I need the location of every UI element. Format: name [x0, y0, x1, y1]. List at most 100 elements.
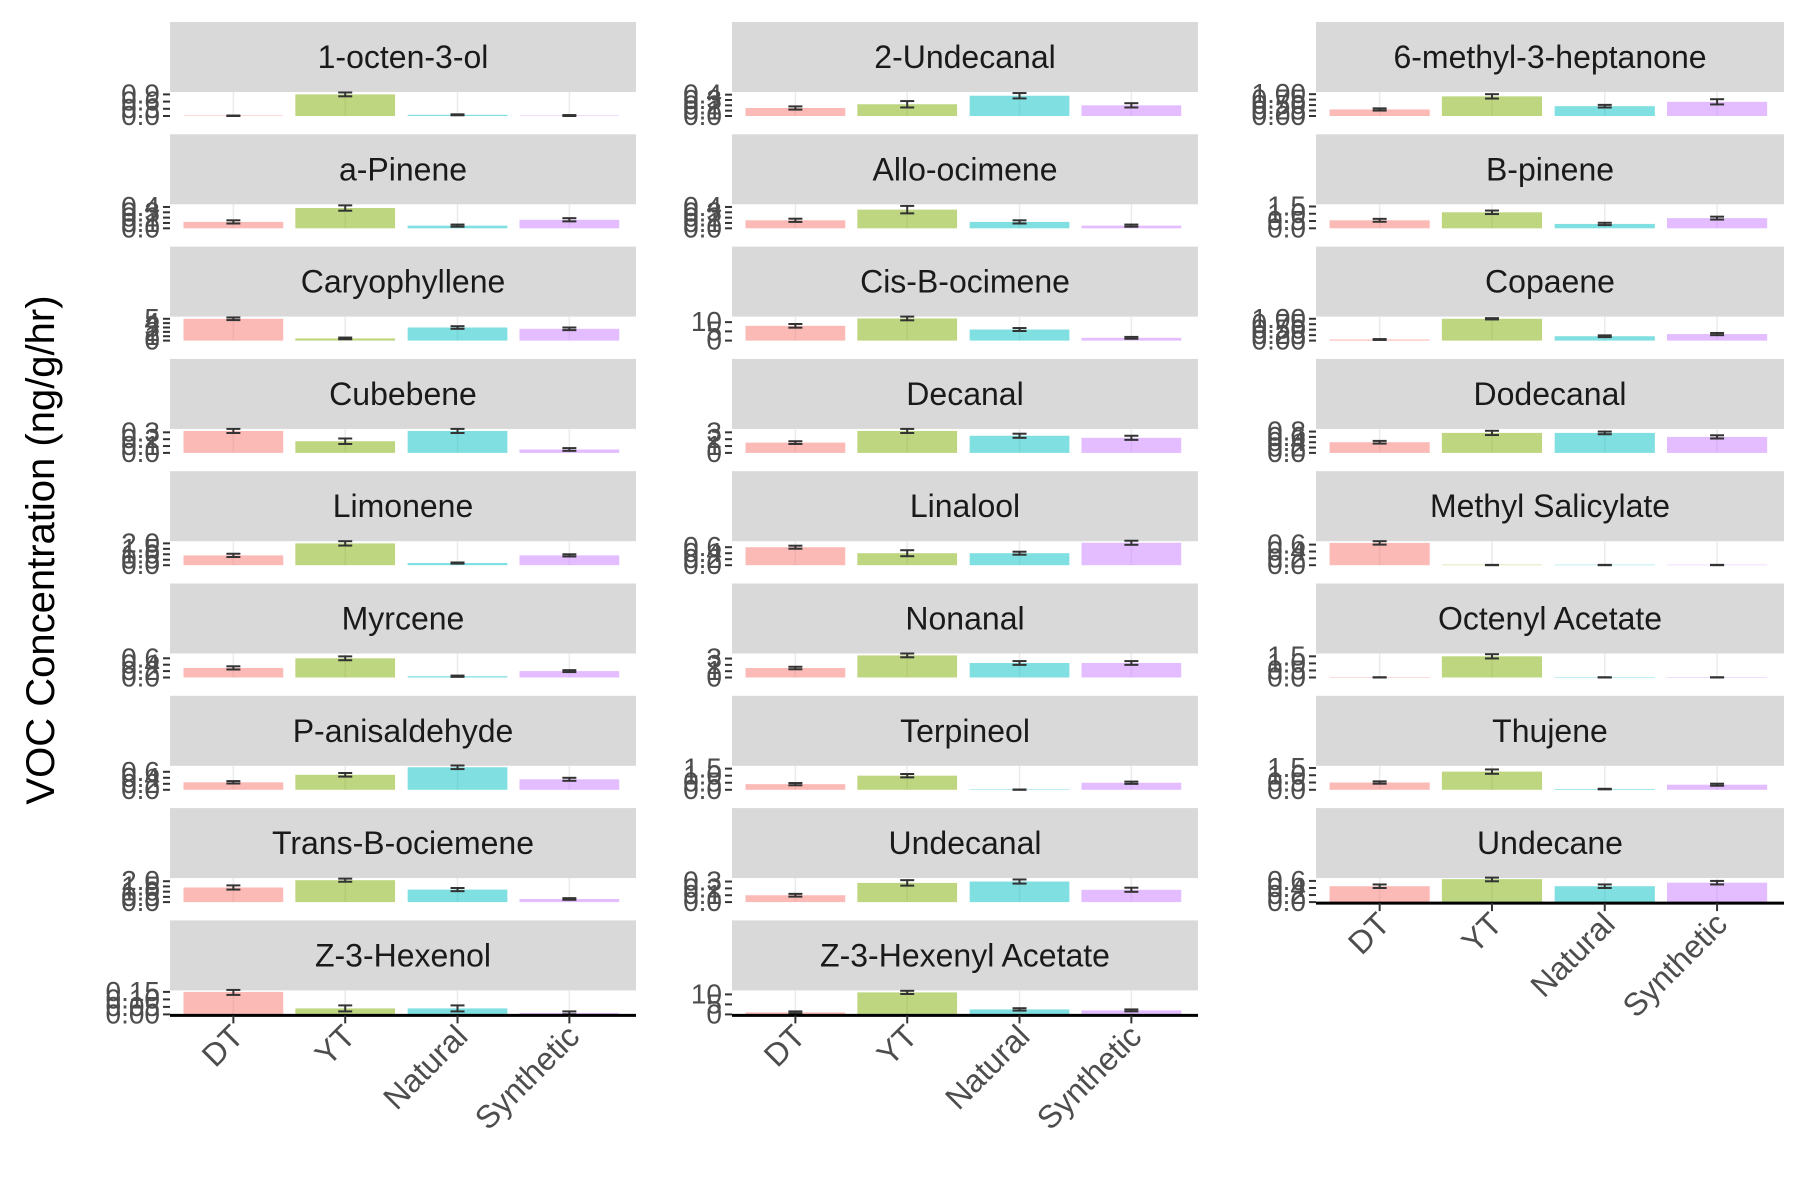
bar-dt [183, 991, 284, 1015]
y-tick-label: 0.3 [683, 196, 722, 227]
bar-dt [745, 108, 846, 116]
y-tick-label: 1.5 [1267, 640, 1306, 671]
bar-natural [1554, 886, 1655, 903]
y-tick-label: 0.4 [121, 191, 160, 222]
bar-dt [183, 887, 284, 903]
facet-title: Dodecanal [1474, 376, 1627, 412]
bar-yt [857, 882, 958, 903]
bar-natural [407, 767, 508, 790]
facet-strip [732, 22, 1198, 92]
facet-panel: 1-octen-3-ol 0.00.30.60.9 [121, 22, 636, 131]
y-tick-label: 1.0 [1267, 198, 1306, 229]
y-tick-label: 1 [706, 655, 722, 686]
y-tick-label: 0.25 [1252, 95, 1307, 126]
facet-strip [170, 134, 636, 205]
y-tick-label: 0.6 [683, 531, 722, 562]
bar-dt [183, 667, 284, 678]
facet-title: Undecane [1477, 825, 1623, 861]
facet-title: a-Pinene [339, 151, 467, 187]
bar-dt [745, 442, 846, 453]
facet-title: B-pinene [1486, 151, 1614, 187]
y-tick-label: 10 [691, 306, 722, 337]
y-tick-label: 0.0 [683, 774, 722, 805]
y-tick-label: 0.6 [121, 642, 160, 673]
bar-yt [1441, 318, 1543, 341]
y-tick-label: 0.4 [683, 191, 722, 222]
bar-yt [1441, 879, 1543, 903]
y-tick-label: 0.3 [121, 93, 160, 124]
bar-yt [857, 992, 958, 1015]
y-tick-label: 0.0 [1267, 549, 1306, 580]
facet-title: Z-3-Hexenol [315, 937, 491, 973]
facet-title: 6-methyl-3-heptanone [1393, 39, 1706, 75]
facet-strip [1316, 583, 1784, 654]
y-tick-label: 0.1 [683, 95, 722, 126]
facet-panel: Undecanal 0.00.10.20.3 [683, 808, 1198, 917]
facet-strip [732, 808, 1198, 879]
facet-strip [1316, 134, 1784, 205]
facet-strip [1316, 471, 1784, 542]
bar-yt [1441, 771, 1543, 790]
bar-natural [407, 430, 508, 453]
bar-natural [1554, 432, 1655, 453]
bar-dt [1329, 220, 1430, 229]
bar-natural [407, 327, 508, 341]
y-tick-label: 0.3 [683, 84, 722, 115]
facet-panel: Linalool 0.00.20.40.6 [683, 471, 1198, 580]
bar-synthetic [1667, 784, 1768, 790]
facet-title: Octenyl Acetate [1438, 601, 1662, 637]
bar-natural [969, 881, 1070, 903]
y-tick-label: 0.2 [121, 655, 160, 686]
y-tick-label: 0.0 [1267, 774, 1306, 805]
y-tick-label: 0.0 [121, 886, 160, 917]
facet-title: Z-3-Hexenyl Acetate [820, 937, 1110, 973]
x-tick-label: YT [1455, 906, 1509, 960]
facet-strip [170, 808, 636, 879]
y-tick-label: 0.25 [1252, 319, 1307, 350]
facet-panel: Allo-ocimene 0.00.10.20.30.4 [683, 134, 1198, 243]
y-tick-label: 0.0 [1267, 437, 1306, 468]
y-tick-label: 0 [706, 325, 722, 356]
y-tick-label: 1 [144, 320, 160, 351]
y-tick-label: 0.75 [1252, 84, 1307, 115]
facet-title: Undecanal [889, 825, 1042, 861]
y-tick-label: 0.2 [683, 89, 722, 120]
y-tick-label: 5 [144, 303, 160, 334]
y-tick-label: 0.6 [1267, 529, 1306, 560]
y-tick-label: 0.0 [1267, 886, 1306, 917]
bar-dt [183, 430, 284, 453]
bar-yt [857, 655, 958, 678]
y-tick-label: 0.00 [1252, 100, 1307, 131]
facet-strip [170, 920, 636, 991]
y-tick-label: 0.2 [121, 202, 160, 233]
y-tick-label: 0.2 [121, 768, 160, 799]
y-tick-label: 0.0 [121, 212, 160, 243]
y-tick-label: 0.10 [106, 983, 161, 1014]
bar-yt [295, 880, 396, 903]
bar-natural [969, 662, 1070, 678]
facet-strip [732, 134, 1198, 205]
y-tick-label: 1.5 [121, 533, 160, 564]
y-tick-label: 0.9 [121, 78, 160, 109]
facet-title: Allo-ocimene [873, 151, 1058, 187]
bar-natural [1554, 223, 1655, 229]
bar-synthetic [1081, 437, 1182, 453]
y-tick-label: 1.0 [1267, 759, 1306, 790]
y-tick-label: 0.0 [683, 886, 722, 917]
y-tick-label: 0.2 [683, 543, 722, 574]
y-tick-label: 0.6 [1267, 421, 1306, 452]
bar-natural [969, 329, 1070, 341]
y-tick-label: 0.4 [1267, 426, 1306, 457]
facet-strip [1316, 22, 1784, 92]
y-tick-label: 2.0 [121, 865, 160, 896]
facet-panels: 1-octen-3-ol0.00.30.60.92-Undecanal0.00.… [106, 22, 1784, 1136]
x-tick-label: Natural [376, 1018, 474, 1116]
facet-strip [732, 471, 1198, 542]
bar-dt [183, 318, 284, 341]
bar-yt [295, 543, 396, 566]
bar-yt [295, 441, 396, 453]
facet-panel: Thujene 0.00.51.01.5 [1267, 695, 1784, 805]
y-tick-label: 2 [706, 649, 722, 680]
bar-yt [857, 553, 958, 566]
